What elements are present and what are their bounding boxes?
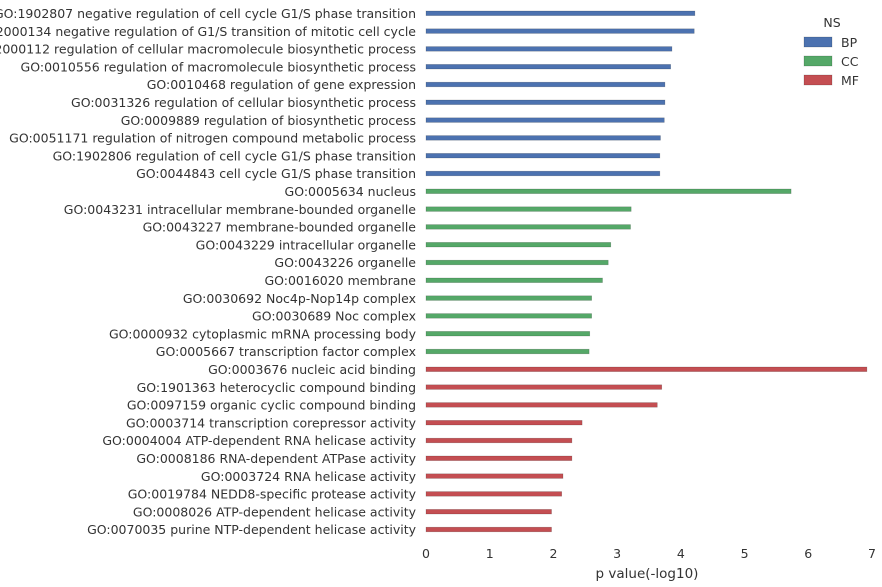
bar — [425, 224, 631, 230]
bar — [425, 153, 661, 159]
category-label: GO:0009889 regulation of biosynthetic pr… — [121, 113, 416, 128]
bar — [425, 135, 661, 141]
category-label: GO:0019784 NEDD8-specific protease activ… — [128, 487, 417, 502]
category-label: GO:0030689 Noc complex — [252, 309, 416, 324]
bar — [425, 242, 612, 248]
category-label: GO:2000134 negative regulation of G1/S t… — [0, 24, 416, 39]
category-label: GO:0010468 regulation of gene expression — [147, 77, 416, 92]
x-tick-label: 6 — [804, 546, 812, 561]
category-label: GO:0043229 intracellular organelle — [196, 237, 417, 252]
bar — [425, 491, 563, 497]
x-tick-label: 0 — [422, 546, 430, 561]
legend-label: BP — [841, 35, 858, 50]
bar — [425, 420, 583, 426]
category-label: GO:2000112 regulation of cellular macrom… — [0, 42, 416, 57]
bar — [425, 313, 592, 319]
bar — [425, 28, 695, 34]
bar — [425, 402, 658, 408]
category-label: GO:0003714 transcription corepressor act… — [126, 415, 417, 430]
bar — [425, 526, 552, 533]
legend-swatch — [803, 74, 833, 86]
category-label: GO:0051171 regulation of nitrogen compou… — [9, 131, 416, 146]
bar — [425, 188, 792, 194]
category-label: GO:0043227 membrane-bounded organelle — [143, 220, 417, 235]
bar — [425, 331, 591, 337]
x-tick-label: 1 — [486, 546, 494, 561]
bar — [425, 366, 868, 372]
x-tick-label: 5 — [741, 546, 749, 561]
category-label: GO:0031326 regulation of cellular biosyn… — [71, 95, 416, 110]
x-tick-label: 3 — [613, 546, 621, 561]
category-label: GO:0000932 cytoplasmic mRNA processing b… — [109, 326, 417, 341]
x-axis-label: p value(-log10) — [596, 566, 699, 582]
bar — [425, 437, 573, 444]
bar — [425, 277, 603, 283]
category-label: GO:0044843 cell cycle G1/S phase transit… — [136, 166, 416, 181]
legend-label: CC — [841, 54, 859, 69]
category-label: GO:0005667 transcription factor complex — [156, 344, 416, 359]
bar — [425, 348, 590, 355]
legend-label: MF — [841, 73, 859, 88]
category-label: GO:0003676 nucleic acid binding — [208, 362, 416, 377]
bar — [425, 455, 573, 461]
category-labels: GO:1902807 negative regulation of cell c… — [0, 6, 417, 537]
category-label: GO:0005634 nucleus — [285, 184, 416, 199]
x-axis-ticks: 0 1 2 3 4 5 6 7 — [422, 546, 876, 561]
bar — [425, 10, 696, 16]
category-label: GO:0010556 regulation of macromolecule b… — [21, 59, 416, 74]
category-label: GO:0008186 RNA-dependent ATPase activity — [136, 451, 416, 466]
bar — [425, 206, 632, 212]
legend-swatch — [803, 55, 833, 67]
bar — [425, 509, 552, 515]
legend-swatch — [803, 36, 833, 48]
category-label: GO:0016020 membrane — [264, 273, 416, 288]
x-tick-label: 4 — [677, 546, 685, 561]
x-tick-label: 2 — [549, 546, 557, 561]
bar — [425, 81, 666, 88]
bar — [425, 295, 592, 301]
category-label: GO:0030692 Noc4p-Nop14p complex — [183, 291, 416, 306]
category-label: GO:0043226 organelle — [274, 255, 416, 270]
x-tick-label: 7 — [868, 546, 876, 561]
bar — [425, 170, 661, 177]
bar — [425, 384, 663, 390]
category-label: GO:1902807 negative regulation of cell c… — [0, 6, 416, 21]
bar — [425, 99, 666, 105]
bar — [425, 473, 564, 479]
category-label: GO:0097159 organic cyclic compound bindi… — [127, 398, 416, 413]
category-label: GO:0008026 ATP-dependent helicase activi… — [133, 504, 417, 519]
category-label: GO:0043231 intracellular membrane-bounde… — [64, 202, 417, 217]
category-label: GO:0070035 purine NTP-dependent helicase… — [87, 522, 417, 537]
bars-layer — [425, 10, 868, 533]
category-label: GO:1902806 regulation of cell cycle G1/S… — [53, 148, 416, 163]
category-label: GO:0003724 RNA helicase activity — [201, 469, 417, 484]
legend: NS BP CC MF — [803, 15, 859, 88]
category-label: GO:1901363 heterocyclic compound binding — [137, 380, 416, 395]
bar — [425, 46, 673, 52]
bar — [425, 259, 609, 266]
bar — [425, 117, 665, 123]
legend-title: NS — [823, 15, 840, 30]
category-label: GO:0004004 ATP-dependent RNA helicase ac… — [102, 433, 416, 448]
bar — [425, 64, 671, 70]
